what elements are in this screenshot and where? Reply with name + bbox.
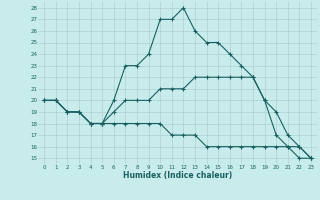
X-axis label: Humidex (Indice chaleur): Humidex (Indice chaleur): [123, 171, 232, 180]
